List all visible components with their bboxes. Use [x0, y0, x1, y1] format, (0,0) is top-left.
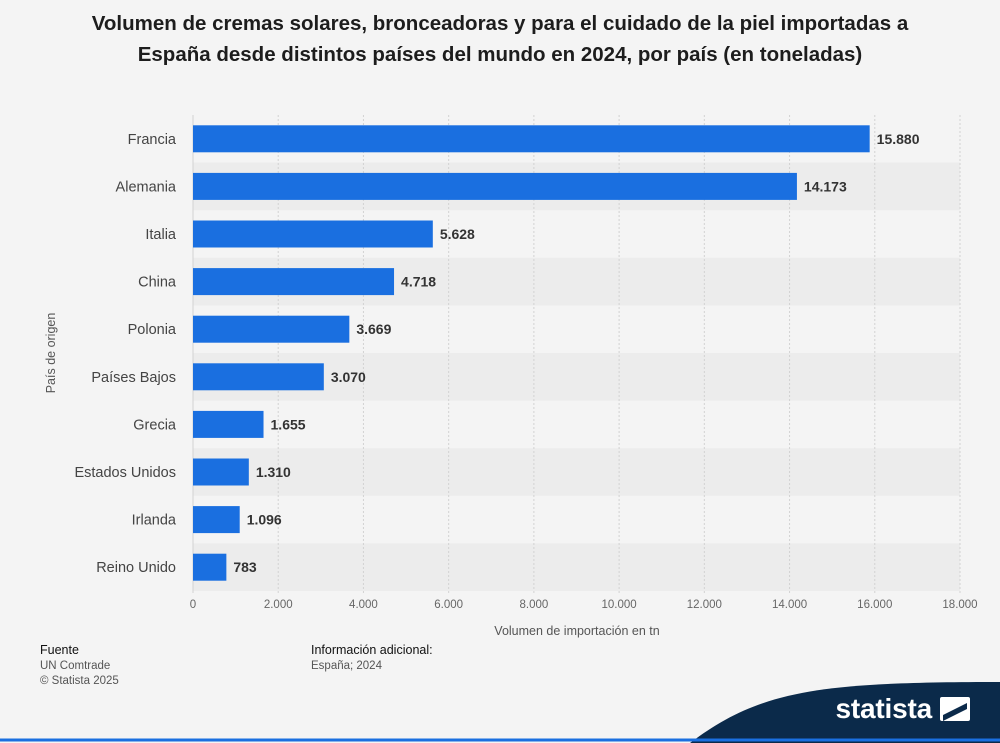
value-label: 14.173: [804, 178, 847, 194]
row-bands: [193, 162, 960, 591]
source-line-1: UN Comtrade: [40, 659, 111, 672]
value-label: 1.096: [247, 512, 282, 528]
row-band: [193, 543, 960, 591]
category-label: Irlanda: [132, 513, 177, 529]
value-label: 4.718: [401, 274, 436, 290]
bar: [193, 220, 433, 248]
source-heading: Fuente: [40, 643, 79, 657]
bar: [193, 506, 240, 534]
category-label: Reino Unido: [96, 560, 176, 576]
x-axis-title: Volumen de importación en tn: [494, 624, 659, 638]
bar: [193, 315, 350, 343]
row-band: [193, 448, 960, 496]
x-tick-label: 10.000: [602, 599, 637, 611]
bars: [193, 125, 870, 581]
chart-title: Volumen de cremas solares, bronceadoras …: [91, 12, 909, 66]
value-labels: 15.880 14.173 5.628 4.718 3.669 3.070 1.655 1.3…: [233, 131, 919, 575]
x-tick-label: 4.000: [349, 599, 378, 611]
x-tick-labels: 0 2.000 4.000 6.000 8.000 10.000 12.000 14.000 1…: [190, 599, 978, 611]
source-block: Fuente UN Comtrade © Statista 2025: [40, 643, 119, 690]
bar: [193, 458, 249, 486]
value-label: 783: [233, 559, 257, 575]
value-label: 15.880: [877, 131, 920, 147]
category-label: Países Bajos: [91, 370, 176, 386]
bar: [193, 553, 227, 581]
category-label: Italia: [145, 227, 177, 243]
value-label: 5.628: [440, 226, 475, 242]
statista-logo[interactable]: statista: [836, 693, 970, 725]
value-label: 1.655: [271, 416, 306, 432]
x-tick-label: 0: [190, 599, 196, 611]
info-heading: Información adicional:: [311, 643, 433, 657]
statista-wordmark: statista: [835, 693, 933, 724]
category-labels: Francia Alemania Italia China Polonia Países …: [74, 132, 176, 576]
bar: [193, 363, 324, 391]
x-tick-label: 8.000: [519, 599, 548, 611]
category-label: Grecia: [133, 417, 177, 433]
x-tick-label: 12.000: [687, 599, 722, 611]
statista-logo-icon: [940, 697, 970, 721]
value-label: 3.070: [331, 369, 366, 385]
value-label: 1.310: [256, 464, 291, 480]
category-label: Francia: [128, 132, 177, 148]
x-tick-label: 18.000: [942, 599, 977, 611]
category-label: Alemania: [116, 179, 177, 195]
category-label: Estados Unidos: [74, 465, 176, 481]
footer-wave: [690, 682, 1000, 743]
x-tick-label: 14.000: [772, 599, 807, 611]
category-label: China: [138, 275, 177, 291]
bar: [193, 125, 870, 153]
bar: [193, 410, 264, 438]
x-tick-label: 16.000: [857, 599, 892, 611]
info-block: Información adicional: España; 2024: [311, 643, 433, 674]
x-tick-label: 2.000: [264, 599, 293, 611]
x-tick-label: 6.000: [434, 599, 463, 611]
category-label: Polonia: [128, 322, 177, 338]
value-label: 3.669: [356, 321, 391, 337]
bar: [193, 172, 797, 200]
source-line-2: © Statista 2025: [40, 675, 119, 687]
bar: [193, 268, 395, 296]
info-text: España; 2024: [311, 659, 382, 672]
y-axis-title: País de origen: [44, 313, 58, 394]
